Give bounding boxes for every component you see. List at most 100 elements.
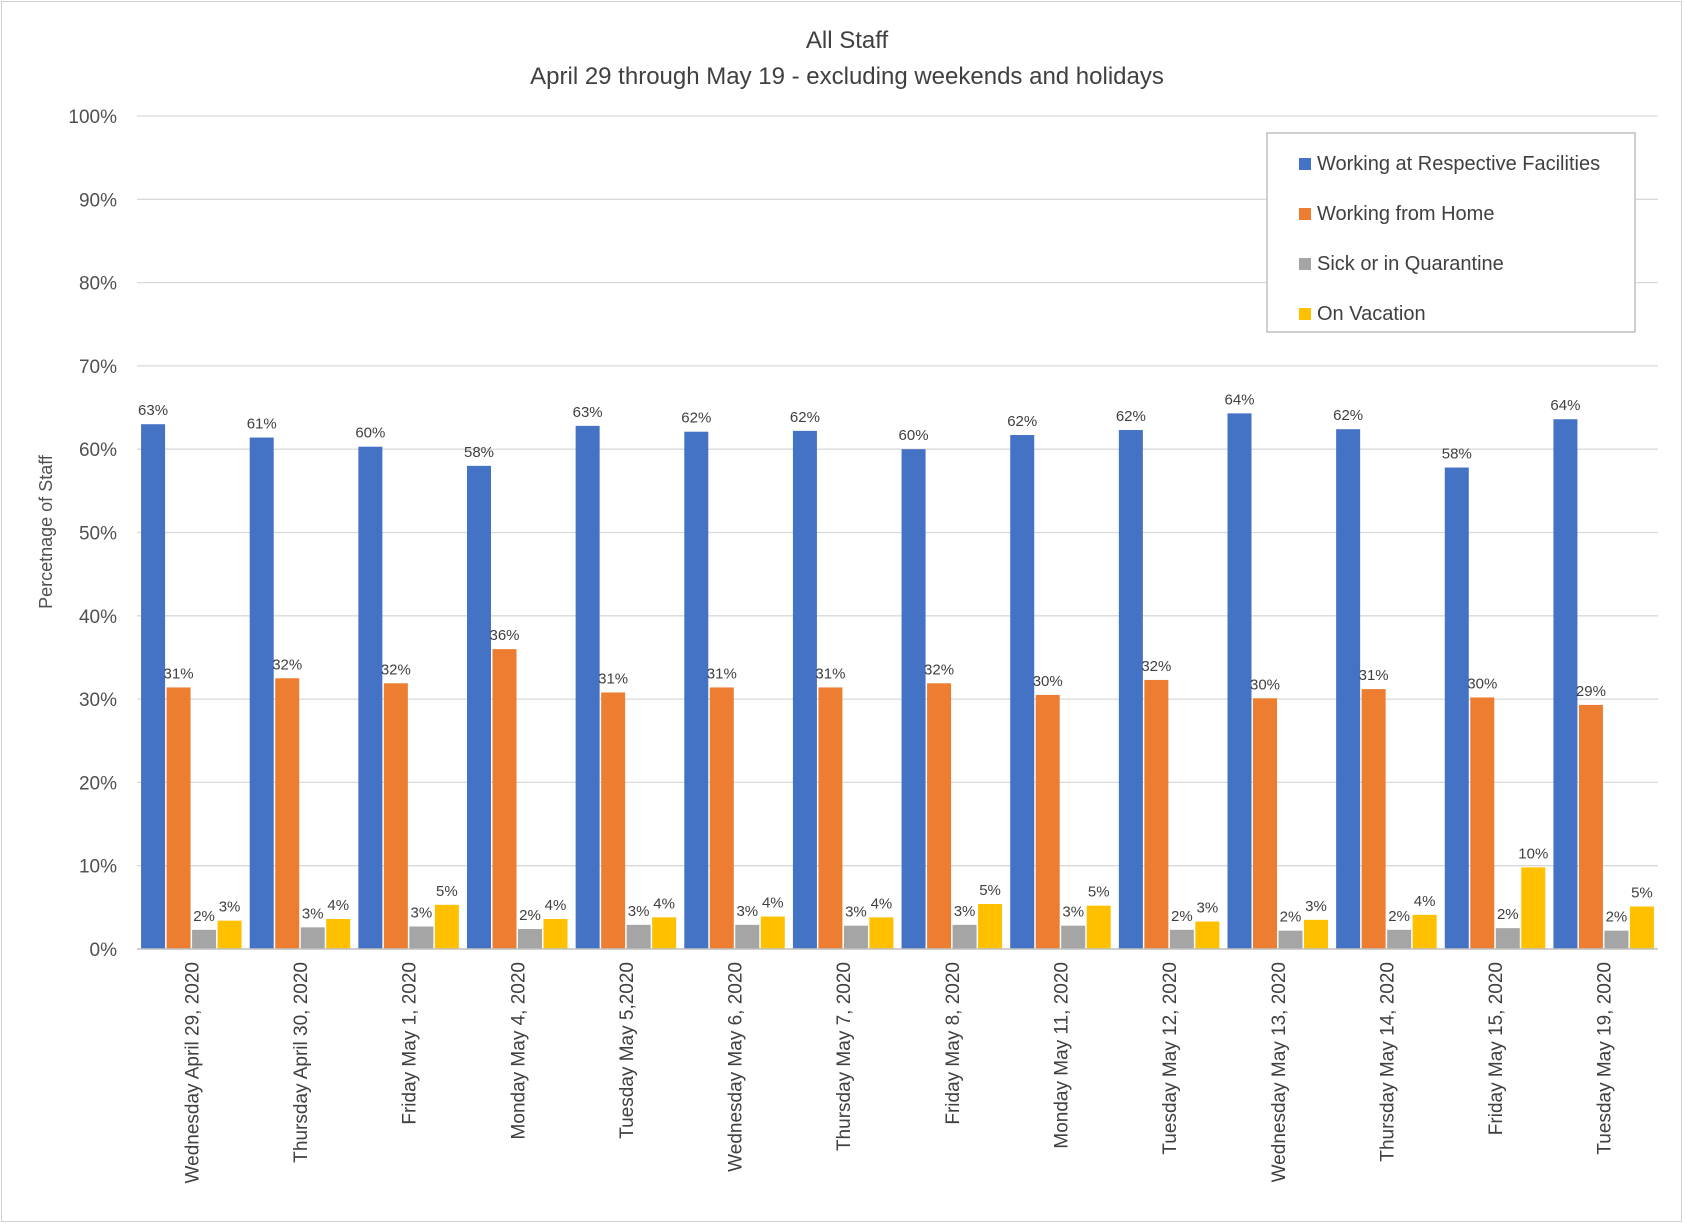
data-label: 5% bbox=[979, 882, 1001, 899]
data-label: 61% bbox=[247, 416, 277, 433]
bar bbox=[1253, 698, 1277, 949]
data-label: 31% bbox=[815, 665, 845, 682]
bar bbox=[1629, 906, 1654, 949]
data-label: 32% bbox=[924, 661, 954, 678]
x-tick-label: Friday May 15, 2020 bbox=[1486, 962, 1507, 1135]
data-label: 3% bbox=[302, 905, 324, 922]
data-label: 3% bbox=[219, 899, 241, 916]
data-label: 31% bbox=[598, 670, 628, 687]
legend-entry: Sick or in Quarantine bbox=[1317, 253, 1504, 275]
data-label: 2% bbox=[1606, 909, 1628, 926]
x-tick-label: Wednesday May 6, 2020 bbox=[726, 962, 747, 1172]
x-tick-label: Wednesday April 29, 2020 bbox=[182, 962, 203, 1183]
data-label: 58% bbox=[1442, 446, 1472, 463]
legend-entry: Working at Respective Facilities bbox=[1317, 153, 1600, 175]
data-label: 3% bbox=[736, 903, 758, 920]
legend-entry: On Vacation bbox=[1317, 303, 1426, 325]
data-label: 58% bbox=[464, 444, 494, 461]
data-label: 62% bbox=[790, 409, 820, 426]
y-tick-label: 10% bbox=[79, 857, 117, 878]
bar bbox=[1118, 430, 1143, 949]
data-label: 4% bbox=[327, 897, 349, 914]
x-tick-label: Tuesday May 19, 2020 bbox=[1595, 962, 1616, 1155]
data-label: 4% bbox=[653, 895, 675, 912]
data-label: 62% bbox=[1007, 413, 1037, 430]
bar bbox=[518, 929, 542, 949]
bar bbox=[760, 916, 785, 949]
bar bbox=[1278, 930, 1303, 949]
data-label: 3% bbox=[1062, 904, 1084, 921]
data-label: 64% bbox=[1550, 397, 1580, 414]
bar bbox=[927, 683, 952, 949]
bar bbox=[543, 919, 568, 949]
x-tick-label: Monday May 11, 2020 bbox=[1051, 962, 1072, 1149]
bar bbox=[818, 687, 843, 949]
y-tick-label: 70% bbox=[79, 357, 117, 378]
bar bbox=[1144, 679, 1169, 949]
bar bbox=[249, 437, 274, 949]
data-label: 3% bbox=[1305, 898, 1327, 915]
data-label: 4% bbox=[871, 895, 893, 912]
data-label: 5% bbox=[1088, 884, 1110, 901]
bar bbox=[735, 924, 760, 949]
y-tick-label: 30% bbox=[79, 690, 117, 711]
bar bbox=[869, 917, 894, 949]
bar bbox=[684, 431, 709, 949]
x-tick-label: Thursday April 30, 2020 bbox=[291, 962, 312, 1163]
chart-title: All Staff bbox=[806, 27, 889, 54]
bar bbox=[652, 917, 677, 949]
x-tick-label: Thursday May 14, 2020 bbox=[1377, 962, 1398, 1162]
data-label: 31% bbox=[164, 665, 194, 682]
data-label: 2% bbox=[1171, 908, 1193, 925]
bar bbox=[1521, 867, 1546, 949]
bar bbox=[434, 904, 459, 949]
bar bbox=[1086, 905, 1111, 949]
y-tick-label: 80% bbox=[79, 274, 117, 295]
bar bbox=[1169, 929, 1194, 949]
bar bbox=[1035, 694, 1060, 949]
data-label: 60% bbox=[355, 425, 385, 442]
data-label: 31% bbox=[1359, 667, 1389, 684]
bar bbox=[467, 465, 491, 949]
data-label: 63% bbox=[573, 404, 603, 421]
bar bbox=[1495, 928, 1520, 949]
data-label: 29% bbox=[1576, 683, 1606, 700]
data-label: 3% bbox=[1197, 900, 1219, 917]
bar bbox=[275, 678, 300, 949]
data-label: 31% bbox=[707, 665, 737, 682]
bar bbox=[709, 687, 734, 949]
bar bbox=[1444, 467, 1469, 949]
data-label: 32% bbox=[272, 656, 302, 673]
data-label: 3% bbox=[628, 903, 650, 920]
bar bbox=[1553, 419, 1578, 949]
chart-subtitle: April 29 through May 19 - excluding week… bbox=[530, 63, 1164, 90]
bar bbox=[1061, 925, 1086, 949]
data-label: 2% bbox=[1388, 908, 1410, 925]
data-label: 2% bbox=[1280, 909, 1302, 926]
data-label: 30% bbox=[1033, 673, 1063, 690]
x-tick-label: Thursday May 7, 2020 bbox=[834, 962, 855, 1151]
data-label: 32% bbox=[1141, 658, 1171, 675]
bars bbox=[141, 413, 1654, 950]
y-axis-ticks: 0% 10% 20% 30% 40% 50% 60% 70% 80% 90% 100% bbox=[68, 107, 117, 961]
bar bbox=[1578, 704, 1603, 949]
legend: Working at Respective Facilities Working … bbox=[1266, 132, 1636, 333]
bar bbox=[575, 425, 600, 950]
bar bbox=[1010, 435, 1035, 949]
bar bbox=[217, 920, 242, 949]
bar bbox=[492, 649, 517, 949]
data-label: 63% bbox=[138, 402, 168, 419]
data-label: 60% bbox=[899, 427, 929, 444]
bar bbox=[383, 683, 408, 949]
bar bbox=[1336, 429, 1361, 949]
data-label: 5% bbox=[436, 883, 458, 900]
bar bbox=[1195, 921, 1220, 949]
bar bbox=[1227, 413, 1252, 950]
data-label: 30% bbox=[1250, 676, 1280, 693]
data-label: 36% bbox=[489, 627, 519, 644]
y-tick-label: 50% bbox=[79, 524, 117, 545]
data-label: 4% bbox=[545, 897, 567, 914]
legend-swatch bbox=[1299, 158, 1311, 170]
